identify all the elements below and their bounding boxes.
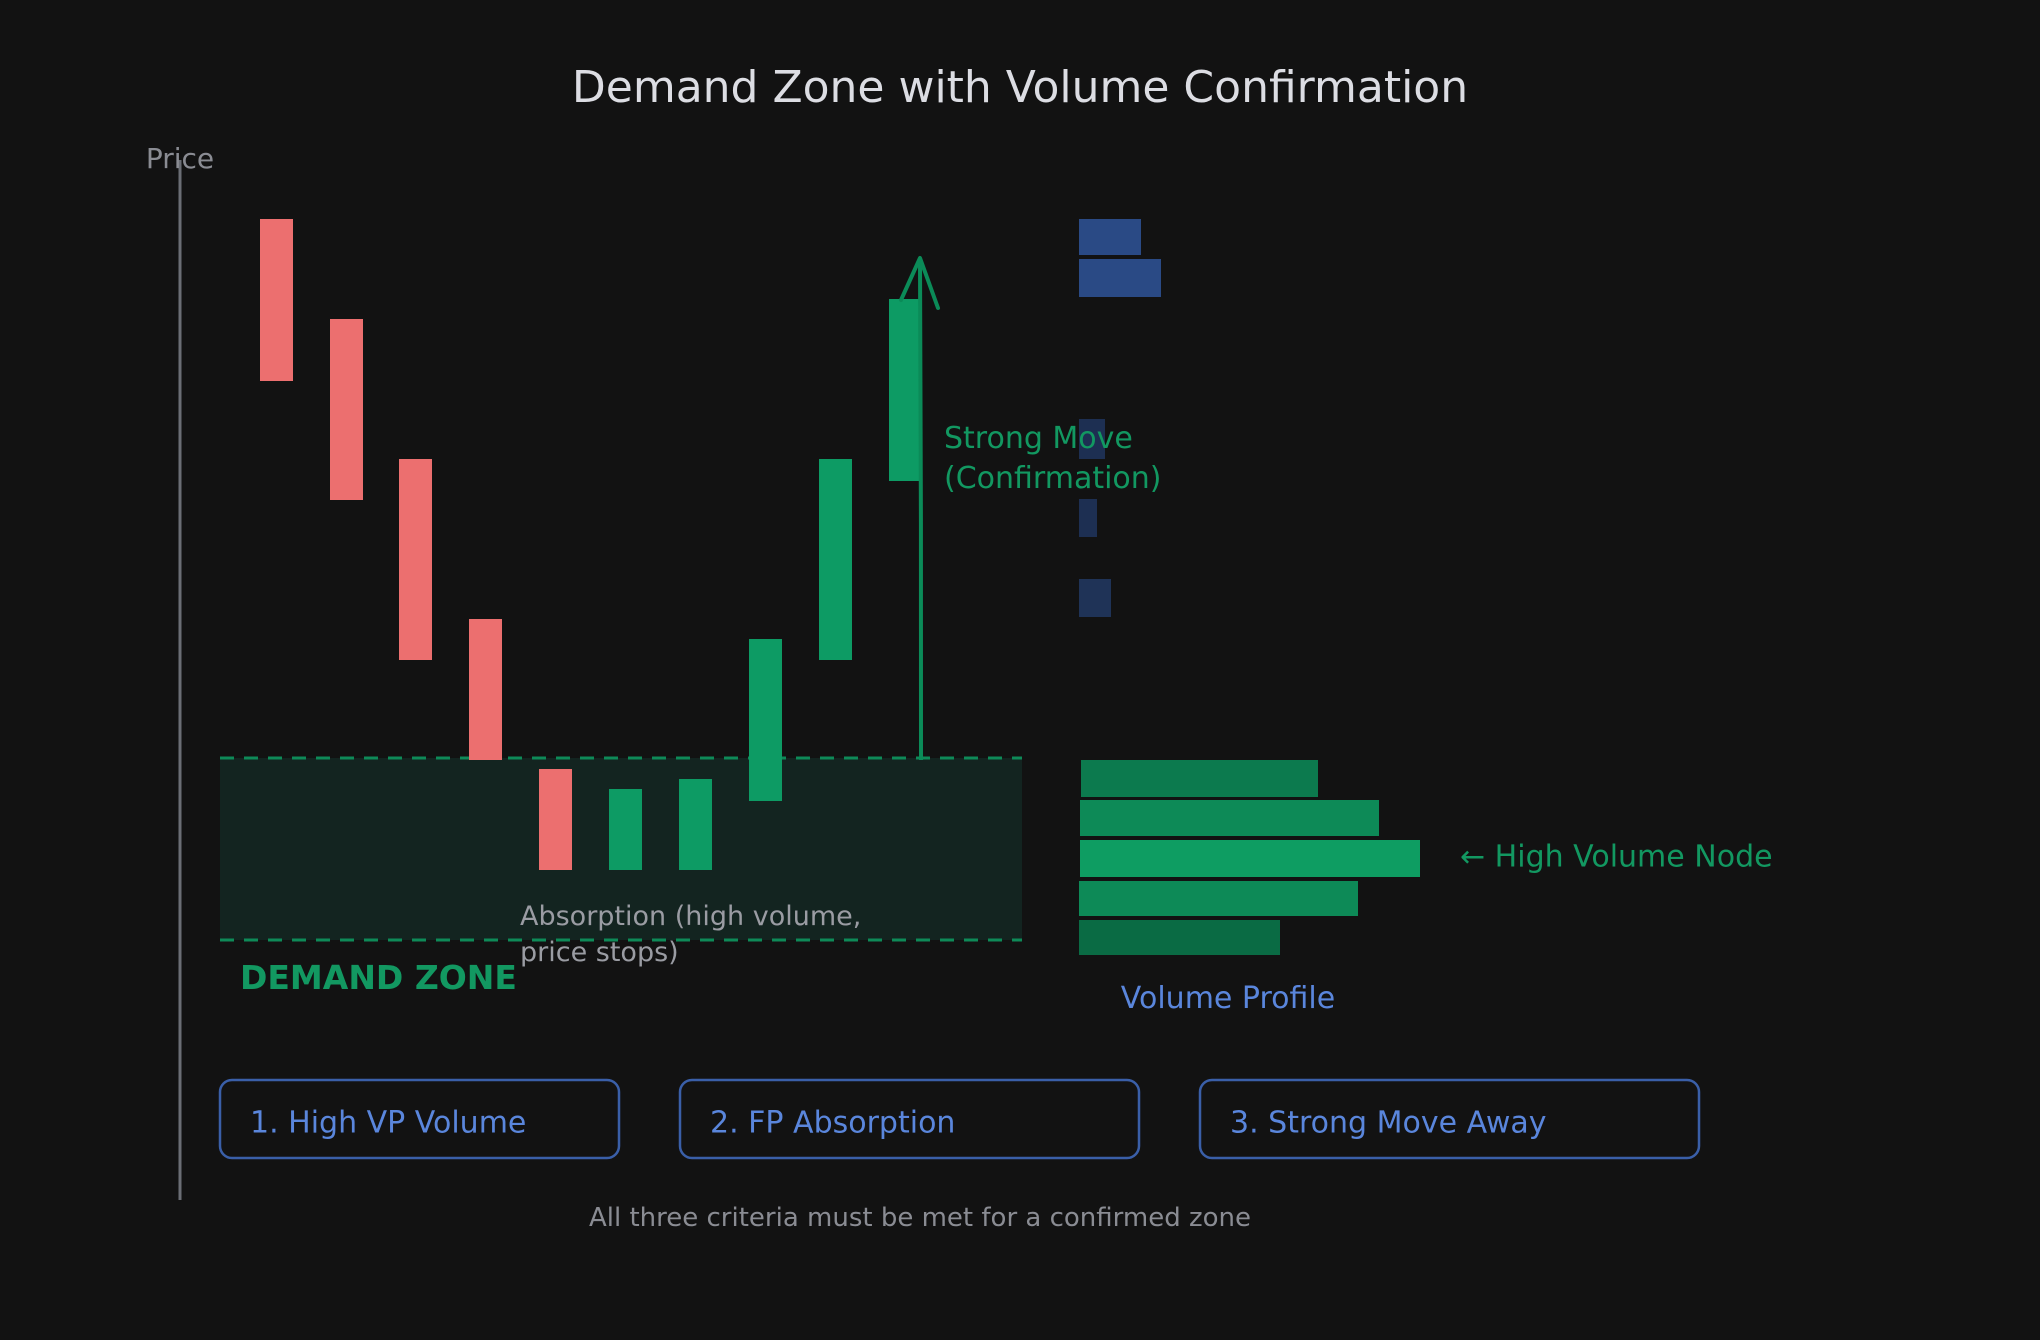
profile-bar [1079, 219, 1141, 255]
absorption-annotation: Absorption (high volume, price stops) [520, 901, 870, 968]
volume-profile-lower [1079, 760, 1420, 955]
criteria-box-frame [678, 1078, 1141, 1160]
high-volume-node-label: ← High Volume Node [1460, 840, 1773, 875]
criteria-box-2: 2. FP Absorption [678, 1078, 1141, 1160]
demand-zone-label: DEMAND ZONE [240, 958, 517, 997]
candle-bullish-4 [819, 459, 852, 660]
criteria-label: 3. Strong Move Away [1230, 1106, 1547, 1141]
criteria-box-frame [1198, 1078, 1701, 1160]
arrow-shaft [918, 261, 924, 761]
profile-bar [1079, 579, 1111, 617]
candlesticks [260, 219, 922, 870]
candle-bullish-2 [679, 779, 712, 870]
candle-bullish-1 [609, 789, 642, 870]
profile-bar [1081, 760, 1318, 797]
footer-note: All three criteria must be met for a con… [589, 1203, 1251, 1233]
criteria-label: 2. FP Absorption [710, 1106, 955, 1141]
strong-move-arrow [899, 256, 940, 761]
profile-bar [1080, 800, 1379, 836]
criteria-box-1: 1. High VP Volume [218, 1078, 621, 1160]
candle-bearish-2 [330, 319, 363, 500]
strong-move-annotation: Strong Move (Confirmation) [944, 421, 1162, 496]
candle-bearish-4 [469, 619, 502, 760]
diagram-title: Demand Zone with Volume Confirmation [572, 62, 1468, 113]
profile-bar [1079, 881, 1358, 916]
candle-bearish-1 [260, 219, 293, 381]
criteria-box-frame [218, 1078, 621, 1160]
criteria-label: 1. High VP Volume [250, 1106, 526, 1141]
volume-profile-upper [1079, 219, 1161, 617]
profile-bar-high-volume-node [1080, 840, 1420, 877]
profile-bar [1079, 419, 1105, 459]
candle-bearish-5 [539, 769, 572, 870]
volume-profile-label: Volume Profile [1121, 981, 1335, 1016]
profile-bar [1079, 920, 1280, 955]
candle-bearish-3 [399, 459, 432, 660]
profile-bar [1079, 259, 1161, 297]
candle-bullish-3 [749, 639, 782, 801]
price-axis-label: Price [146, 142, 214, 175]
profile-bar [1079, 499, 1097, 537]
arrow-head-icon [899, 256, 940, 310]
candle-bullish-5 [889, 299, 922, 481]
criteria-box-3: 3. Strong Move Away [1198, 1078, 1701, 1160]
